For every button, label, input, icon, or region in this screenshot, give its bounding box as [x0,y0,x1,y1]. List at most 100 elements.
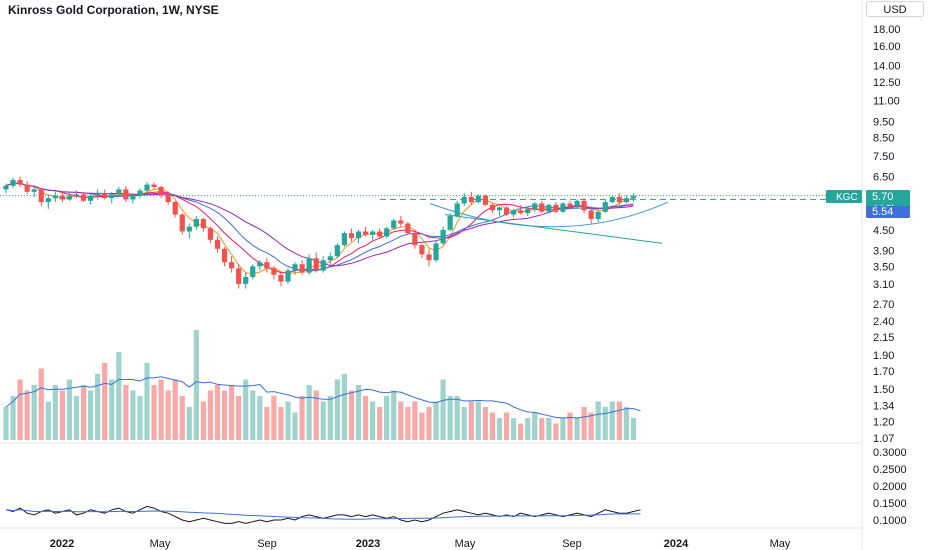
volume-bar [496,418,503,440]
candle-body [109,194,115,199]
candle-body [236,268,242,284]
price-axis-tick: 3.90 [873,246,894,258]
price-axis-tick: 2.40 [873,316,894,328]
volume-bar [137,396,143,440]
volume-bar [475,401,481,440]
volume-bar [80,385,87,440]
volume-bar [320,401,326,440]
volume-bar [609,401,615,440]
volume-bar [221,390,228,440]
candle-body [299,264,305,273]
candle-body [616,196,622,203]
candle-body [24,184,30,192]
candle-body [17,179,23,185]
volume-bar [45,401,51,440]
volume-bar [165,390,171,440]
candle-body [45,198,51,203]
candle-body [243,277,249,284]
candle-body [144,184,150,191]
candle-body [553,204,559,212]
candle-body [334,245,340,257]
candle-body [377,231,383,237]
volume-bar [560,418,566,440]
ma-value-tag [866,206,910,218]
volume-bar [419,412,425,440]
candle-body [525,208,531,214]
volume-bar [391,390,397,440]
candle-body [179,214,185,232]
volume-bar [193,330,199,440]
candle-body [221,248,228,263]
candle-body [496,207,503,211]
osc-axis-tick: 0.2500 [873,464,907,476]
oscillator-pane [5,505,641,524]
candle-body [362,231,369,235]
candle-body [440,229,446,244]
candle-body [581,200,587,211]
last-price-label: 5.70 [872,191,893,203]
candle-body [595,211,601,220]
volume-bar [109,379,115,440]
volume-bar [278,407,284,440]
price-axis-tick: 1.70 [873,366,894,378]
oscillator-signal-line [5,509,641,520]
price-axis-tick: 7.50 [873,151,894,163]
candle-body [384,228,390,237]
candle-body [102,193,108,199]
candle-body [546,204,552,212]
candle-body [454,203,460,217]
candle-body [370,231,376,235]
currency-selector[interactable]: USD [866,1,924,17]
volume-bar [17,379,23,440]
volume-bar [440,379,446,440]
volume-bar [426,407,432,440]
volume-bar [581,407,587,440]
candle-body [511,210,517,215]
candle-body [271,268,277,275]
volume-bar [10,396,16,440]
candle-body [229,262,235,269]
trend-line-down [444,214,663,244]
price-axis[interactable]: 18.00 16.00 14.00 12.50 11.00 9.50 8.50 7.50 6.5… [873,24,901,445]
volume-bar [384,396,390,440]
candle-body [31,189,37,192]
volume-bar [116,352,122,440]
volume-bar [3,407,9,440]
candles [3,176,637,289]
candle-body [419,245,425,255]
time-axis-label: May [770,538,791,550]
volume-bar [334,379,340,440]
volume-bar [102,363,108,440]
volume-bar [214,385,221,440]
price-axis-tick: 11.00 [873,95,900,107]
candle-body [38,189,44,203]
candle-body [574,200,580,207]
candle-body [489,204,496,211]
osc-axis-tick: 0.1500 [873,498,907,510]
pane-separators [0,0,863,550]
volume-bar [144,363,150,440]
candle-body [73,194,80,196]
candle-body [285,270,291,282]
oscillator-axis[interactable]: 0.3000 0.2500 0.2000 0.1500 0.1000 [873,447,907,527]
ma-mid-line [5,182,634,274]
candle-body [80,194,87,201]
time-axis[interactable]: 2022 May Sep 2023 May Sep 2024 May [50,538,791,550]
price-axis-tick: 1.50 [873,384,894,396]
volume-bar [172,379,178,440]
candle-body [52,195,58,199]
volume-bar [88,390,94,440]
candle-body [66,195,73,200]
volume-bar [73,396,80,440]
candle-body [88,195,94,201]
price-axis-tick: 2.15 [873,332,894,344]
volume-bars [3,330,641,440]
volume-bar [207,390,214,440]
candle-body [257,262,263,267]
candle-body [341,233,347,246]
volume-bar [52,385,58,440]
volume-bar [31,385,37,440]
candle-body [116,189,122,195]
volume-bar [348,390,355,440]
